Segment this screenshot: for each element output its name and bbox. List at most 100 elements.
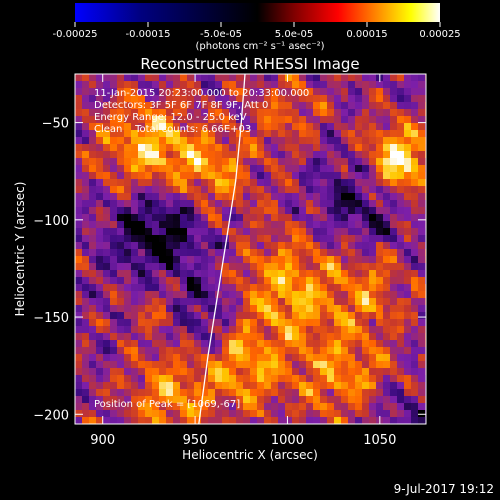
- heatmap-cell: [383, 340, 391, 348]
- colorbar-units-label: (photons cm⁻² s⁻¹ asec⁻²): [195, 41, 324, 52]
- heatmap-cell: [285, 389, 293, 397]
- heatmap-cell: [75, 410, 83, 418]
- heatmap-cell: [411, 284, 419, 292]
- heatmap-cell: [194, 340, 202, 348]
- heatmap-cell: [390, 270, 398, 278]
- heatmap-cell: [348, 291, 356, 299]
- heatmap-cell: [264, 172, 272, 180]
- heatmap-cell: [215, 340, 223, 348]
- heatmap-cell: [313, 116, 321, 124]
- heatmap-cell: [236, 361, 244, 369]
- heatmap-cell: [131, 417, 139, 425]
- heatmap-cell: [341, 277, 349, 285]
- heatmap-cell: [306, 221, 314, 229]
- heatmap-cell: [152, 95, 160, 103]
- heatmap-cell: [320, 242, 328, 250]
- heatmap-cell: [327, 179, 335, 187]
- heatmap-cell: [208, 179, 216, 187]
- heatmap-cell: [418, 389, 426, 397]
- heatmap-cell: [306, 333, 314, 341]
- heatmap-cell: [173, 151, 181, 159]
- heatmap-cell: [341, 116, 349, 124]
- heatmap-cell: [82, 193, 90, 201]
- heatmap-cell: [348, 207, 356, 215]
- heatmap-cell: [355, 410, 363, 418]
- heatmap-cell: [404, 88, 412, 96]
- x-axis-ticks: 900 950 1000 1050: [90, 74, 396, 448]
- heatmap-cell: [82, 88, 90, 96]
- heatmap-cell: [222, 354, 230, 362]
- heatmap-cell: [278, 368, 286, 376]
- heatmap-cell: [418, 368, 426, 376]
- heatmap-cell: [194, 116, 202, 124]
- heatmap-cell: [152, 228, 160, 236]
- heatmap-cell: [173, 389, 181, 397]
- heatmap-cell: [271, 221, 279, 229]
- heatmap-cell: [257, 144, 265, 152]
- heatmap-cell: [222, 284, 230, 292]
- heatmap-cell: [208, 347, 216, 355]
- heatmap-cell: [96, 263, 104, 271]
- heatmap-cell: [103, 116, 111, 124]
- heatmap-cell: [411, 375, 419, 383]
- heatmap-cell: [411, 361, 419, 369]
- heatmap-cell: [271, 298, 279, 306]
- heatmap-cell: [166, 158, 174, 166]
- heatmap-cell: [355, 291, 363, 299]
- heatmap-cell: [75, 347, 83, 355]
- heatmap-cell: [96, 74, 104, 82]
- heatmap-cell: [75, 403, 83, 411]
- heatmap-cell: [327, 298, 335, 306]
- heatmap-cell: [355, 109, 363, 117]
- heatmap-cell: [145, 347, 153, 355]
- heatmap-cell: [404, 417, 412, 425]
- heatmap-cell: [131, 312, 139, 320]
- heatmap-cell: [166, 249, 174, 257]
- heatmap-cell: [285, 158, 293, 166]
- heatmap-cell: [313, 368, 321, 376]
- heatmap-cell: [201, 396, 209, 404]
- heatmap-cell: [418, 81, 426, 89]
- heatmap-cell: [194, 151, 202, 159]
- heatmap-cell: [152, 221, 160, 229]
- heatmap-cell: [159, 116, 167, 124]
- heatmap-cell: [292, 417, 300, 425]
- heatmap-cell: [138, 396, 146, 404]
- heatmap-cell: [117, 109, 125, 117]
- heatmap-cell: [82, 242, 90, 250]
- heatmap-cell: [250, 403, 258, 411]
- heatmap-cell: [278, 221, 286, 229]
- heatmap-cell: [299, 158, 307, 166]
- heatmap-cell: [187, 221, 195, 229]
- heatmap-cell: [264, 270, 272, 278]
- heatmap-cell: [166, 144, 174, 152]
- heatmap-cell: [334, 389, 342, 397]
- heatmap-cell: [250, 305, 258, 313]
- heatmap-cell: [159, 298, 167, 306]
- heatmap-cell: [187, 228, 195, 236]
- heatmap-cell: [152, 207, 160, 215]
- heatmap-cell: [341, 81, 349, 89]
- heatmap-cell: [243, 95, 251, 103]
- heatmap-cell: [236, 179, 244, 187]
- heatmap-cell: [180, 235, 188, 243]
- heatmap-cell: [397, 193, 405, 201]
- heatmap-cell: [131, 340, 139, 348]
- heatmap-cell: [166, 403, 174, 411]
- heatmap-cell: [348, 340, 356, 348]
- heatmap-cell: [243, 410, 251, 418]
- heatmap-cell: [75, 326, 83, 334]
- heatmap-cell: [299, 284, 307, 292]
- heatmap-cell: [89, 165, 97, 173]
- heatmap-cell: [362, 165, 370, 173]
- heatmap-cell: [236, 235, 244, 243]
- heatmap-cell: [131, 88, 139, 96]
- heatmap-cell: [222, 312, 230, 320]
- heatmap-cell: [117, 81, 125, 89]
- heatmap-cell: [411, 116, 419, 124]
- heatmap-cell: [257, 193, 265, 201]
- heatmap-cell: [355, 179, 363, 187]
- heatmap-cell: [201, 382, 209, 390]
- heatmap-cell: [362, 368, 370, 376]
- heatmap-cell: [166, 193, 174, 201]
